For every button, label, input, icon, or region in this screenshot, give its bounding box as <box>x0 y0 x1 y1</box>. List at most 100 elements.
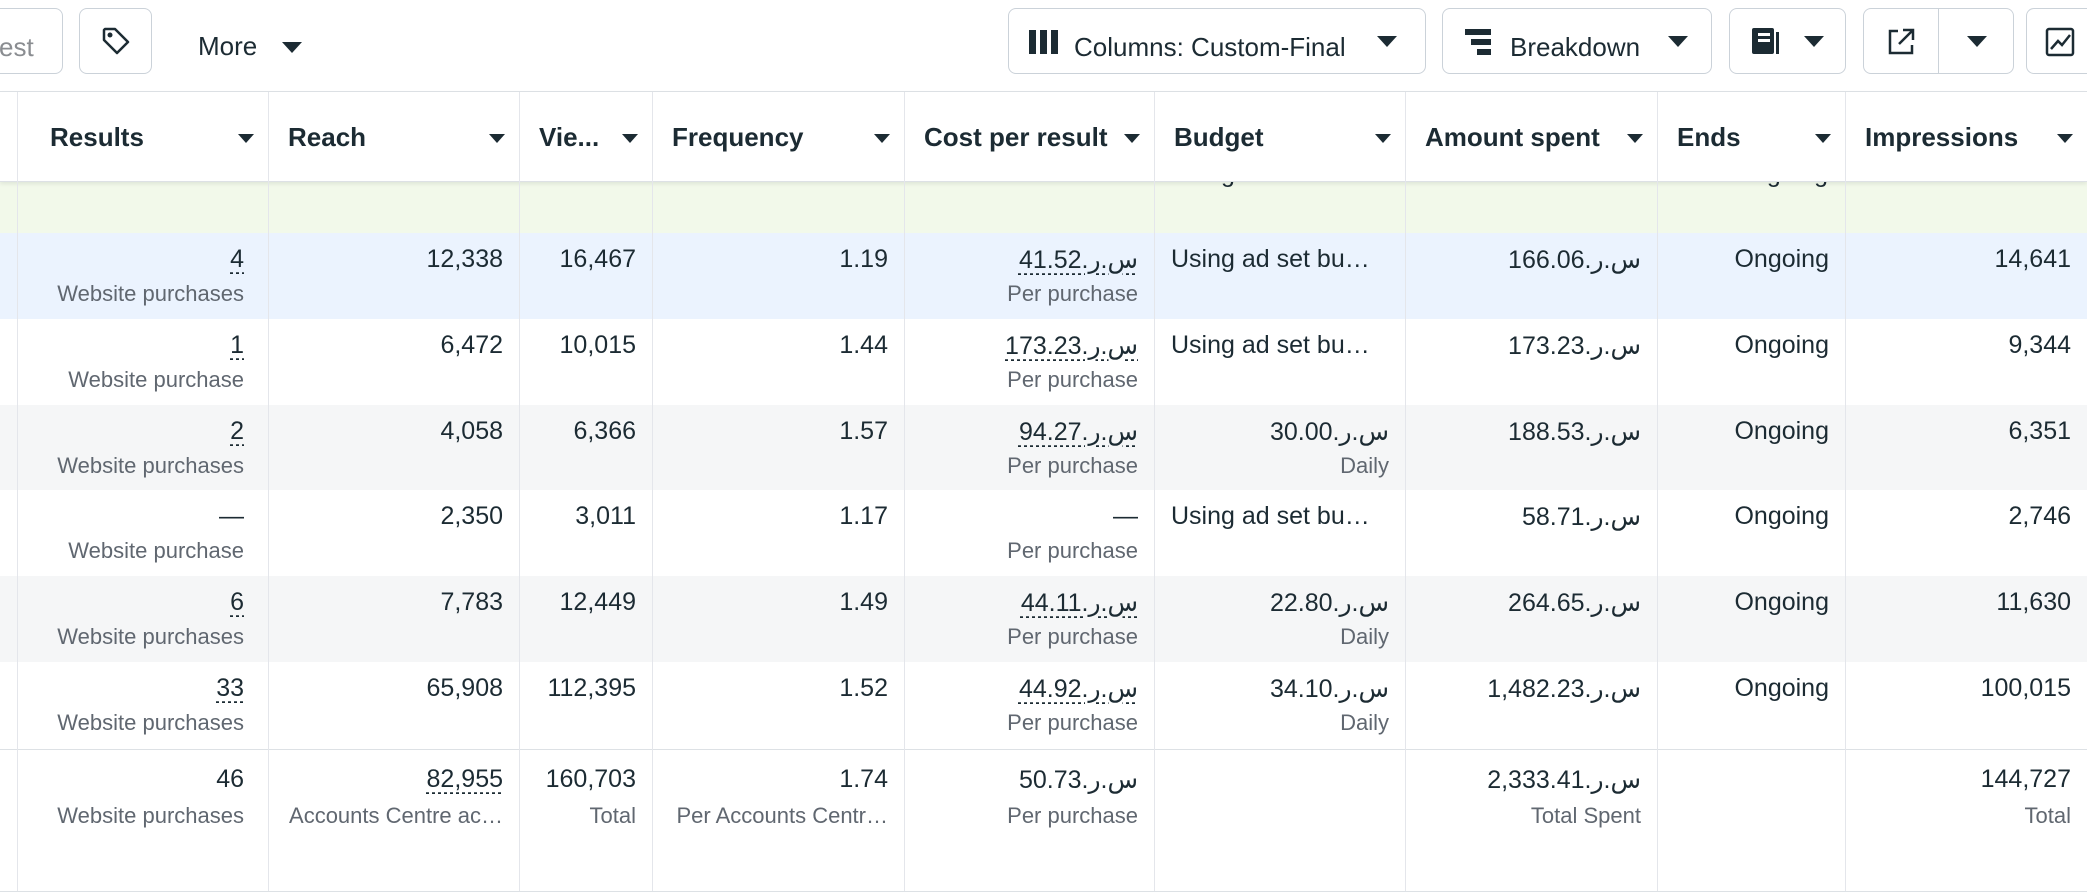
column-header: Budget <box>1174 122 1264 152</box>
cell-subtext: Per purchase <box>1007 281 1138 306</box>
dropdown-arrow <box>1804 36 1824 47</box>
cell-text: Using ad set bu… <box>1171 245 1370 273</box>
cell-text: 1,482.23.ر.س <box>1487 675 1641 703</box>
column-divider <box>268 92 269 891</box>
cell-subtext: Website purchase <box>68 367 244 392</box>
cell-text: — <box>219 502 244 530</box>
cell-text: 1.52 <box>839 674 888 702</box>
row-background <box>0 319 2087 405</box>
row-background <box>0 490 2087 576</box>
cell-text: 11,630 <box>1996 588 2071 616</box>
sort-arrow <box>874 131 890 143</box>
cell-text: 44.11.ر.س <box>1020 589 1138 617</box>
cell-subtext: Website purchases <box>57 453 244 478</box>
partial-row <box>0 182 2087 233</box>
column-divider <box>1405 92 1406 891</box>
cell-text: 7,783 <box>440 588 503 616</box>
cell-subtext: Total <box>589 803 636 828</box>
cell-text: 33 <box>216 674 244 702</box>
cell-subtext: Per purchase <box>1007 803 1138 828</box>
sort-arrow <box>2057 131 2073 143</box>
search-input[interactable]: est <box>0 8 63 74</box>
cell-text: 3,011 <box>575 502 636 530</box>
column-header: Reach <box>288 122 367 152</box>
cell-text: 1.19 <box>839 245 888 273</box>
cell-text: 1.49 <box>839 588 888 616</box>
cell-text: 12,338 <box>426 245 503 273</box>
dropdown-arrow <box>282 42 302 53</box>
row-background <box>0 662 2087 748</box>
cell-text: 1.57 <box>839 417 888 445</box>
cell-subtext: Website purchases <box>57 803 244 828</box>
cell-text: 16,467 <box>559 245 636 273</box>
export-icon <box>1888 28 1915 55</box>
total-row-border <box>0 749 2087 750</box>
sort-arrow <box>1627 131 1643 143</box>
toolbar: est More Columns: Custom-Final Breakdown <box>0 0 2087 92</box>
cell-text: 144,727 <box>1980 765 2071 793</box>
row-background <box>0 233 2087 319</box>
column-header: Results <box>50 122 144 152</box>
dropdown-arrow <box>1668 36 1688 47</box>
cell-text: 173.23.ر.س <box>1508 332 1641 360</box>
breakdown-button[interactable]: Breakdown <box>1442 8 1712 74</box>
cell-text: Ongoing <box>1734 331 1829 359</box>
cell-subtext: Total Spent <box>1530 803 1641 828</box>
more-button[interactable]: More <box>186 8 316 74</box>
cell-text: Using ad set bu… <box>1171 331 1370 359</box>
sort-arrow <box>1815 131 1831 143</box>
cell-text: 22.80.ر.س <box>1269 589 1389 617</box>
cell-text: 188.53.ر.س <box>1508 418 1641 446</box>
tag-button[interactable] <box>79 8 152 74</box>
cell-subtext: Website purchases <box>57 710 244 735</box>
cell-subtext: Per Accounts Centr… <box>676 803 888 828</box>
cell-text: Ongoing <box>1734 417 1829 445</box>
charts-button[interactable] <box>2026 8 2087 74</box>
cell-text: 160,703 <box>545 765 636 793</box>
cell-subtext: Per purchase <box>1007 538 1138 563</box>
cell-subtext: Website purchase <box>68 538 244 563</box>
cell-text: 50.73.ر.س <box>1018 766 1138 794</box>
columns-label: Columns: Custom-Final <box>1074 32 1346 62</box>
dropdown-arrow <box>1377 36 1397 47</box>
column-header: Vie... <box>539 122 600 152</box>
columns-button[interactable]: Columns: Custom-Final <box>1008 8 1426 74</box>
column-header: Impressions <box>1865 122 2019 152</box>
cell-text: 14,641 <box>1994 245 2071 273</box>
column-divider <box>1845 92 1846 891</box>
cell-subtext: Website purchases <box>57 624 244 649</box>
cell-subtext: Accounts Centre ac… <box>289 803 503 828</box>
export-button[interactable] <box>1863 8 2014 74</box>
column-divider <box>904 92 905 891</box>
reports-icon <box>1752 28 1779 54</box>
cell-subtext: Total <box>2024 803 2071 828</box>
cell-text: 6,351 <box>2008 417 2071 445</box>
cell-text: 12,449 <box>559 588 636 616</box>
chart-icon <box>2045 27 2075 57</box>
cell-text: 4,058 <box>440 417 503 445</box>
breakdown-label: Breakdown <box>1510 32 1641 62</box>
cell-subtext: Per purchase <box>1007 624 1138 649</box>
cell-text: 2 <box>230 417 244 445</box>
cell-text: 1.17 <box>839 502 888 530</box>
cell-text: 1 <box>230 331 244 359</box>
cell-text: Ongoing <box>1734 588 1829 616</box>
cell-subtext: Daily <box>1340 624 1389 649</box>
reports-button[interactable] <box>1729 8 1846 74</box>
cell-text: Ongoing <box>1657 182 1828 189</box>
breakdown-icon <box>1465 29 1491 55</box>
column-divider <box>1657 92 1658 891</box>
column-header: Ends <box>1677 122 1741 152</box>
cell-text: 82,955 <box>426 765 503 793</box>
header-row <box>0 92 2087 182</box>
cell-subtext: Per purchase <box>1007 367 1138 392</box>
row-background <box>0 405 2087 491</box>
cell-text: 10,015 <box>559 331 636 359</box>
sort-arrow <box>622 131 638 143</box>
tag-icon <box>102 27 130 55</box>
cell-text: 2,333.41.ر.س <box>1487 766 1641 794</box>
cell-text: — <box>1113 502 1138 530</box>
cell-text: 9,344 <box>2008 331 2071 359</box>
cell-text: 46 <box>216 765 244 793</box>
